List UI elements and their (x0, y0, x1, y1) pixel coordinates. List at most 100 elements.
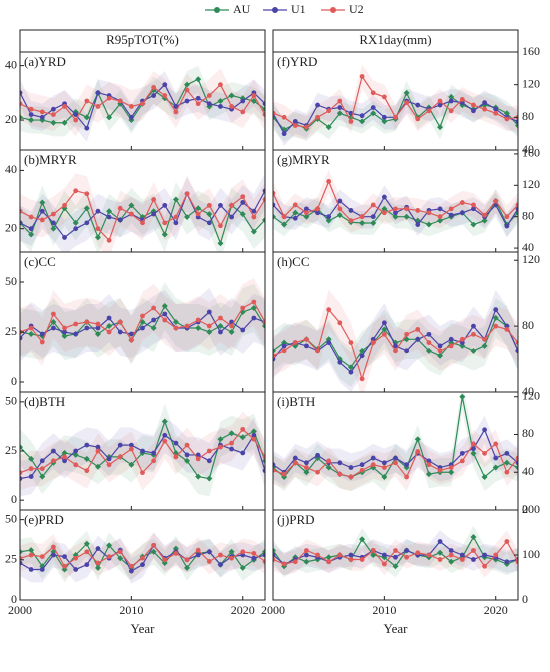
marker (493, 552, 499, 558)
marker (240, 194, 246, 200)
marker (206, 329, 213, 335)
marker (184, 564, 191, 571)
marker (128, 202, 135, 209)
marker (326, 307, 332, 313)
marker (151, 93, 157, 98)
marker (206, 323, 212, 329)
marker (217, 98, 224, 104)
marker (359, 214, 365, 220)
marker (315, 102, 320, 108)
marker (281, 131, 287, 137)
marker (425, 221, 432, 228)
marker (448, 98, 454, 104)
marker (162, 311, 168, 317)
y-tick-label: 25 (5, 552, 17, 566)
marker (28, 331, 35, 337)
marker (459, 458, 465, 464)
marker (471, 206, 476, 212)
marker (262, 106, 265, 113)
marker (50, 319, 57, 325)
marker (173, 325, 179, 331)
marker (172, 319, 179, 325)
marker (39, 466, 45, 472)
marker (325, 217, 332, 224)
legend-marker (272, 7, 278, 13)
marker (393, 455, 398, 461)
marker (140, 313, 145, 319)
marker (281, 343, 287, 349)
marker (303, 558, 310, 565)
marker (128, 337, 134, 343)
marker (140, 555, 145, 561)
marker (95, 208, 101, 214)
marker (471, 548, 476, 553)
marker (448, 336, 454, 342)
marker (515, 455, 518, 461)
marker (404, 554, 410, 560)
marker (218, 444, 223, 450)
marker (504, 323, 510, 329)
marker (515, 119, 518, 124)
marker (273, 202, 276, 208)
marker (218, 552, 223, 558)
marker (348, 369, 354, 375)
marker (515, 202, 518, 208)
marker (292, 119, 298, 124)
marker (73, 188, 79, 194)
marker (281, 561, 287, 567)
marker (381, 118, 388, 125)
y-tick-label: 0 (11, 592, 17, 606)
marker (50, 225, 57, 232)
marker (393, 343, 398, 349)
marker (437, 343, 443, 349)
marker (304, 206, 309, 212)
marker (304, 552, 309, 558)
marker (348, 552, 354, 558)
marker (414, 436, 421, 443)
marker (326, 178, 332, 184)
marker (337, 471, 343, 477)
plot-area (273, 392, 518, 492)
y-tick-label: 80 (522, 208, 534, 222)
marker (62, 563, 67, 569)
marker (381, 205, 388, 212)
marker (381, 326, 388, 333)
marker (106, 323, 113, 329)
marker (471, 446, 476, 452)
legend-marker (214, 7, 220, 13)
marker (106, 315, 112, 321)
marker (448, 93, 455, 100)
marker (151, 197, 157, 202)
marker (493, 106, 499, 112)
marker (515, 209, 518, 216)
uncertainty-band (273, 415, 518, 487)
marker (95, 546, 101, 551)
marker (73, 226, 79, 232)
marker (39, 567, 45, 572)
marker (370, 214, 376, 220)
marker (292, 340, 298, 345)
marker (415, 449, 421, 454)
marker (262, 552, 265, 558)
y-tick-label: 200 (522, 502, 540, 516)
marker (448, 343, 454, 349)
x-tick-label: 2000 (261, 603, 285, 617)
marker (240, 426, 246, 432)
x-tick-label: 2010 (372, 603, 396, 617)
uncertainty-band (20, 173, 265, 252)
marker (471, 323, 476, 329)
marker (73, 321, 79, 327)
panel: (c)CC 0 25 50 (5, 251, 266, 393)
marker (94, 331, 101, 337)
marker (62, 454, 67, 460)
column-title: RX1day(mm) (359, 32, 431, 47)
marker (28, 214, 34, 220)
marker (381, 552, 387, 558)
marker (359, 353, 365, 359)
marker (262, 101, 265, 107)
panel-label: (d)BTH (24, 394, 65, 409)
marker (206, 448, 212, 454)
marker (20, 335, 23, 341)
x-axis-label: Year (131, 621, 156, 636)
